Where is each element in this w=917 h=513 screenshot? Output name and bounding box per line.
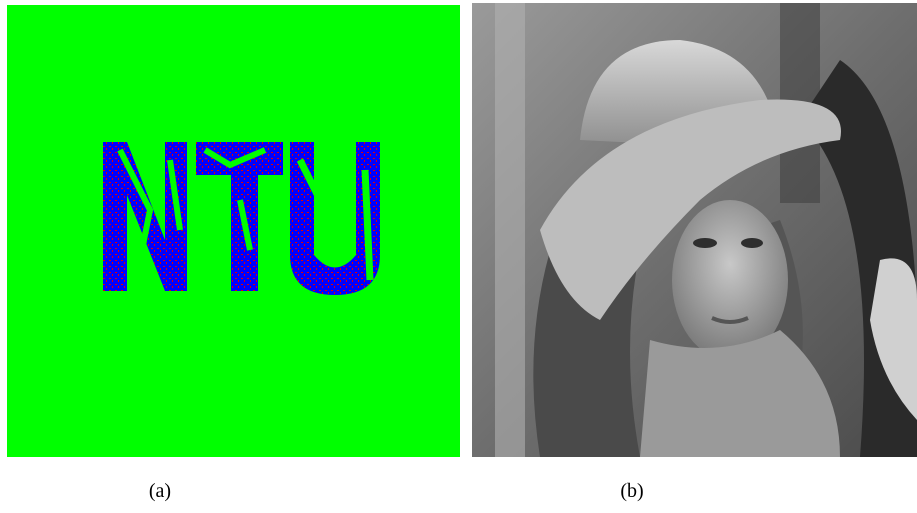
caption: (b) (620, 480, 643, 502)
figure: (a) (b) (0, 0, 917, 513)
panel-b-image (472, 3, 917, 457)
panel-a-image (7, 5, 460, 457)
caption: (a) (149, 480, 171, 502)
